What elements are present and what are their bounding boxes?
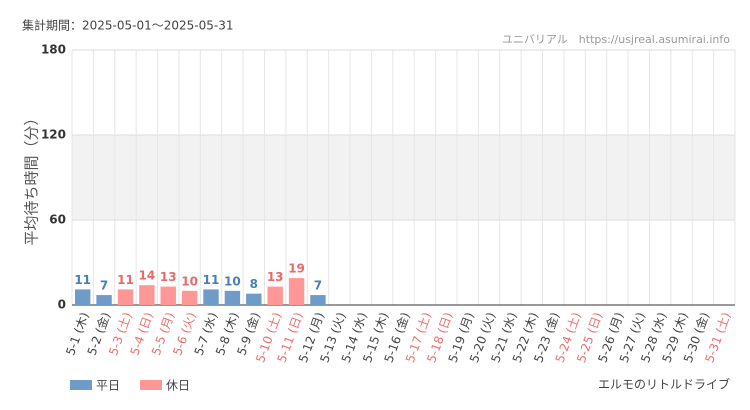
source: ユニバリアル https://usjreal.asumirai.info [502,33,730,46]
value-label: 19 [288,262,305,276]
bar [267,286,283,305]
y-tick-label: 180 [41,43,66,57]
bar [117,289,134,305]
value-label: 14 [139,269,156,283]
bar [203,289,219,305]
value-label: 7 [100,279,108,293]
bar [246,293,262,305]
value-label: 13 [160,270,177,284]
value-label: 11 [74,273,91,287]
y-tick-label: 0 [58,298,66,312]
y-tick-label: 60 [49,213,66,227]
value-label: 11 [117,273,134,287]
period: 集計期間：2025-05-01～2025-05-31 [22,18,233,33]
y-axis-label: 平均待ち時間（分） [23,110,41,245]
y-tick-label: 120 [41,128,66,142]
legend-label: 平日 [96,379,120,393]
bar [96,295,112,305]
grid-band [72,135,735,220]
bar [288,278,305,305]
value-label: 11 [203,273,220,287]
value-label: 7 [314,279,322,293]
value-label: 10 [181,274,198,288]
legend-label: 休日 [166,379,190,393]
bar [181,290,198,305]
attraction-name: エルモのリトルドライブ [598,377,730,392]
value-label: 8 [250,277,258,291]
bar [224,290,241,305]
value-label: 10 [224,274,241,288]
bar [139,285,155,305]
legend-swatch [70,380,92,390]
value-label: 13 [267,270,284,284]
bar [310,295,326,305]
bar [160,286,176,305]
bar [74,289,91,305]
legend-swatch [140,380,162,390]
